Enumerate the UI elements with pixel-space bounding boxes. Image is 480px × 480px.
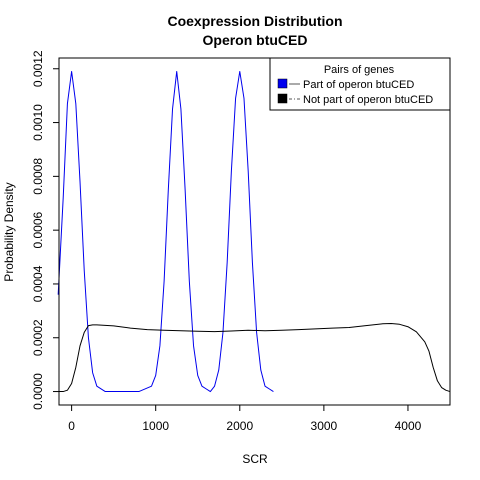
y-tick-label: 0.0006 [31, 211, 45, 248]
legend-swatch-not-part-of-operon [277, 93, 288, 104]
x-axis-label: SCR [242, 452, 268, 466]
y-tick-label: 0.0010 [31, 104, 45, 141]
x-axis: 0 1000 2000 3000 4000 [68, 405, 422, 433]
x-tick-label: 4000 [395, 419, 422, 433]
chart-subtitle: Operon btuCED [203, 32, 308, 48]
legend-title: Pairs of genes [324, 64, 395, 76]
y-axis-label: Probability Density [2, 182, 16, 281]
legend-label-part-of-operon: Part of operon btuCED [303, 79, 414, 91]
legend-swatch-part-of-operon [277, 78, 288, 89]
x-tick-label: 0 [68, 419, 75, 433]
legend-label-not-part-of-operon: Not part of operon btuCED [303, 94, 433, 106]
chart-title: Coexpression Distribution [167, 13, 342, 29]
y-tick-label: 0.0012 [31, 50, 45, 87]
x-tick-label: 3000 [311, 419, 338, 433]
x-tick-label: 1000 [142, 419, 169, 433]
x-tick-label: 2000 [226, 419, 253, 433]
y-tick-label: 0.0000 [31, 373, 45, 410]
series-line-not-part-of-operon [59, 323, 451, 393]
plot-series [57, 70, 451, 393]
y-tick-label: 0.0008 [31, 158, 45, 195]
series-line-part-of-operon [57, 70, 274, 393]
y-axis: 0.0000 0.0002 0.0004 0.0006 0.0008 0.0010 0.00… [31, 50, 59, 410]
legend: Pairs of genes Part of operon btuCED Not… [269, 57, 451, 111]
plot-frame [58, 57, 451, 406]
y-tick-label: 0.0002 [31, 319, 45, 356]
y-tick-label: 0.0004 [31, 265, 45, 302]
